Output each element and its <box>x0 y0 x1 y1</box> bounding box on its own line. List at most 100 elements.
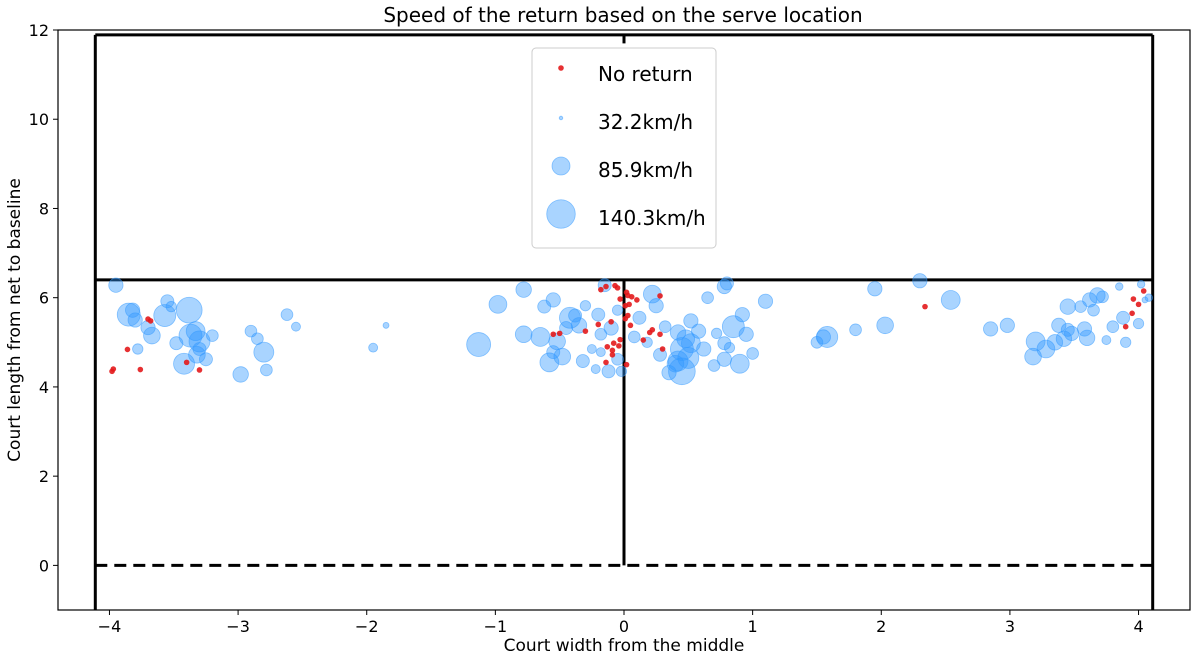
return-point <box>711 327 723 339</box>
return-point <box>143 326 161 345</box>
court-lines <box>93 33 1155 610</box>
no-return-point <box>556 330 563 337</box>
return-point <box>1078 329 1096 346</box>
no-return-point <box>614 285 621 291</box>
legend-label: No return <box>598 62 693 86</box>
x-axis-label: Court width from the middle <box>504 636 745 656</box>
return-point <box>1120 336 1132 348</box>
return-point <box>1132 317 1145 330</box>
return-point <box>999 317 1015 333</box>
return-point <box>738 326 754 342</box>
no-return-point <box>1140 288 1147 294</box>
no-return-point <box>137 366 144 373</box>
no-return-point <box>609 352 616 358</box>
no-return-point <box>1129 310 1135 317</box>
return-point <box>719 276 734 291</box>
return-point <box>206 329 219 342</box>
y-tick-label: 0 <box>39 556 49 575</box>
no-return-point <box>598 286 604 293</box>
x-tick-label: 0 <box>619 617 629 636</box>
x-tick-label: −1 <box>484 617 508 636</box>
no-return-point <box>595 321 602 328</box>
return-point <box>746 347 759 360</box>
return-point <box>546 345 561 360</box>
return-point <box>1144 293 1153 302</box>
return-point <box>696 341 712 357</box>
return-point <box>153 304 177 327</box>
no-return-point <box>603 359 609 366</box>
return-point <box>683 313 699 329</box>
return-point <box>568 308 583 323</box>
return-point <box>601 364 616 379</box>
return-point <box>734 307 750 323</box>
no-return-point <box>640 337 647 343</box>
return-point <box>530 327 551 347</box>
return-point <box>1082 292 1098 308</box>
legend-no-return-marker <box>558 65 564 71</box>
return-point <box>553 347 571 366</box>
return-point <box>291 321 301 332</box>
y-tick-label: 4 <box>39 378 49 397</box>
no-return-point <box>582 328 589 334</box>
no-return-point <box>147 318 154 324</box>
return-point <box>681 333 701 354</box>
return-point <box>658 320 672 333</box>
no-return-point <box>608 318 614 325</box>
no-return-point <box>623 361 630 368</box>
legend-speed-marker <box>546 199 576 229</box>
no-return-point <box>603 283 609 290</box>
return-point <box>1116 310 1131 325</box>
return-point <box>199 352 213 367</box>
return-point <box>1089 287 1106 304</box>
return-point <box>723 342 736 354</box>
data-points <box>108 273 1153 386</box>
return-point <box>867 281 883 297</box>
return-point <box>757 293 774 309</box>
no-return-point <box>183 359 190 366</box>
return-point <box>160 294 175 309</box>
no-return-point <box>627 322 634 329</box>
no-return-point <box>617 296 623 302</box>
return-point <box>165 301 177 313</box>
return-point <box>815 329 831 345</box>
return-point <box>1136 280 1146 289</box>
return-point <box>1096 290 1109 304</box>
no-return-point <box>604 343 611 350</box>
x-tick-label: −4 <box>98 617 122 636</box>
return-point <box>1115 282 1124 291</box>
return-point <box>615 365 628 377</box>
no-return-point <box>616 343 622 349</box>
return-point <box>1101 335 1112 345</box>
return-point <box>368 342 379 353</box>
x-tick-label: 4 <box>1133 617 1143 636</box>
return-point <box>1036 339 1056 359</box>
return-point <box>280 308 294 321</box>
return-point <box>127 312 143 328</box>
return-point <box>192 342 207 356</box>
y-tick-label: 10 <box>29 110 49 129</box>
y-tick-label: 6 <box>39 289 49 308</box>
return-point <box>1046 334 1064 351</box>
no-return-point <box>657 293 663 299</box>
return-point <box>545 292 561 308</box>
legend-label: 85.9km/h <box>598 158 693 182</box>
no-return-point <box>657 331 663 338</box>
return-point <box>669 324 687 341</box>
return-point <box>1025 331 1046 352</box>
y-axis-label: Court length from net to baseline <box>5 178 25 462</box>
legend-speed-marker <box>558 115 564 121</box>
return-point <box>514 325 533 344</box>
no-return-point <box>124 346 131 353</box>
no-return-point <box>609 347 616 354</box>
return-point <box>382 321 390 329</box>
return-point <box>595 347 606 358</box>
y-tick-label: 2 <box>39 467 49 486</box>
chart-title: Speed of the return based on the serve l… <box>383 3 862 27</box>
no-return-point <box>110 366 117 372</box>
return-point <box>515 281 532 298</box>
return-point <box>849 323 862 337</box>
return-point <box>253 341 275 363</box>
return-point <box>668 357 696 386</box>
return-point <box>648 298 664 314</box>
y-tick-label: 8 <box>39 199 49 218</box>
